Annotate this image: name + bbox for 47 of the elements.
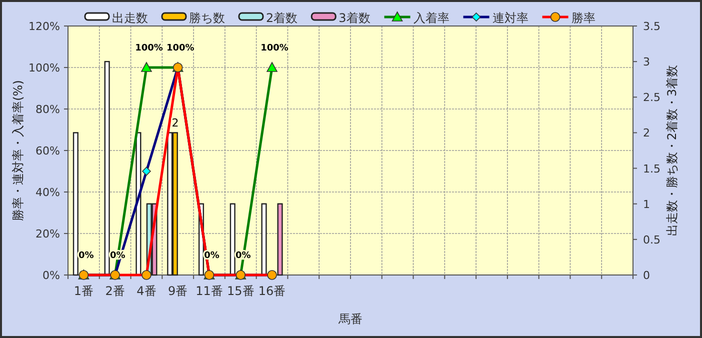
bar [104,60,110,276]
y2-tick-label: 0 [643,269,650,282]
data-label: 2 [172,116,179,130]
y2-tick-label: 1 [643,198,650,211]
x-tick-label: 9番 [168,284,188,298]
x-tick-label: 2番 [105,284,125,298]
x-tick-label: 15番 [227,284,254,298]
bar [136,132,142,276]
legend-label: 3着数 [338,11,370,25]
y2-tick-label: 1.5 [643,162,660,176]
point [141,62,152,72]
y-tick-label: 20% [36,228,60,240]
y-axis-title: 勝率・連対率・入着率(%) [11,80,25,221]
y2-tick-label: 2.5 [643,91,660,104]
x-tick-label: 1番 [74,284,94,298]
legend-label: 2着数 [266,11,298,25]
x-tick-label: 16番 [258,284,286,298]
legend-label: 連対率 [492,11,528,25]
y-tick-label: 120% [28,20,60,33]
data-label: 0% [78,251,94,261]
bar [261,203,267,276]
legend-label: 出走数 [112,11,148,25]
legend-label: 入着率 [413,11,450,25]
x-tick-label: 11番 [196,284,223,298]
legend-label: 勝ち数 [189,11,225,25]
y-tick-label: 40% [36,186,60,199]
y2-tick-label: 2 [643,126,650,140]
bar [277,203,283,276]
y-tick-label: 0% [42,269,60,282]
bar [230,203,236,276]
y-tick-label: 100% [28,62,60,74]
data-label: 100% [260,44,288,54]
legend-label: 勝率 [571,11,596,25]
data-label: 100% [166,44,194,54]
y-tick-label: 60% [36,144,60,158]
y2-tick-label: 0.5 [643,233,660,246]
bar [72,132,78,276]
y-tick-label: 80% [36,103,60,116]
y2-tick-label: 3.5 [643,20,660,33]
x-axis-title: 馬番 [338,312,362,326]
data-label: 100% [135,44,163,54]
point [266,62,278,72]
point [142,166,151,176]
y2-tick-label: 3 [643,56,650,69]
y2-axis-title: 出走数・勝ち数・2着数・3着数 [665,64,679,236]
point [142,270,152,280]
x-tick-label: 4番 [136,284,156,298]
